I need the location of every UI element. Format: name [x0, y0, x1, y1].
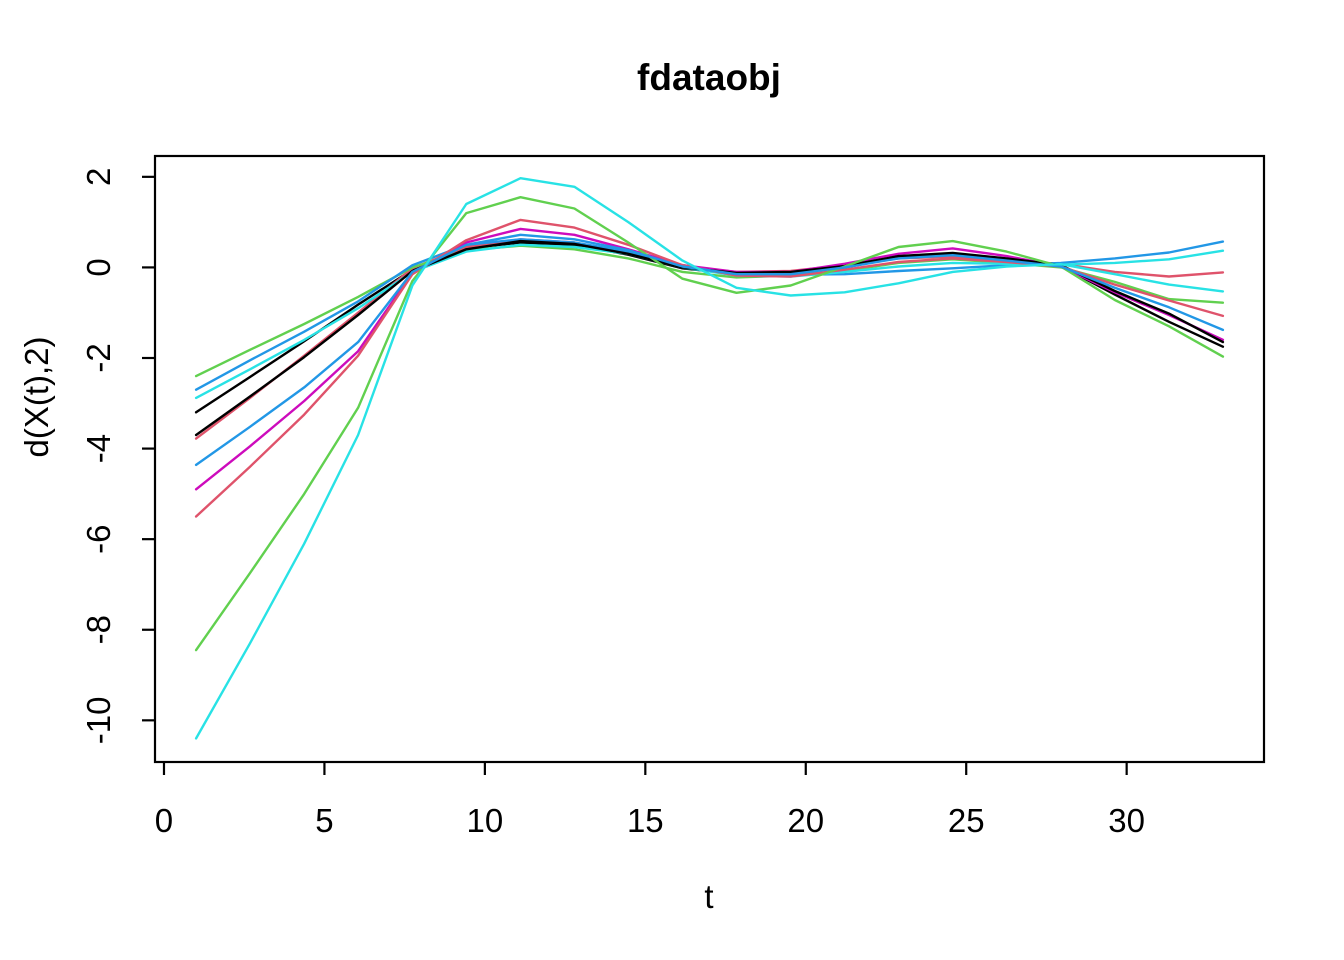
series-line-curve-4 — [194, 238, 1225, 391]
x-axis-ticks: 0 5 10 15 20 25 30 — [155, 762, 1145, 839]
chart-title: fdataobj — [637, 57, 781, 98]
x-tick-label: 0 — [155, 802, 173, 839]
series-line-curve-10 — [194, 233, 1225, 467]
series-line-curve-11 — [194, 176, 1225, 740]
x-tick-label: 5 — [315, 802, 333, 839]
y-tick-label: 0 — [80, 258, 117, 276]
y-tick-label: -4 — [80, 434, 117, 463]
plot-border — [153, 154, 1266, 764]
x-tick-label: 10 — [467, 802, 504, 839]
y-axis-label: d(X(t),2) — [18, 336, 55, 457]
x-tick-label: 30 — [1108, 802, 1145, 839]
y-tick-label: -10 — [80, 696, 117, 744]
y-tick-label: 2 — [80, 168, 117, 186]
y-tick-label: -2 — [80, 343, 117, 372]
x-tick-label: 15 — [627, 802, 664, 839]
y-axis-ticks: 2 0 -2 -4 -6 -8 -10 — [80, 168, 155, 744]
series-lines — [194, 176, 1225, 740]
y-tick-label: -6 — [80, 524, 117, 553]
x-tick-label: 20 — [787, 802, 824, 839]
y-tick-label: -8 — [80, 615, 117, 644]
x-tick-label: 25 — [948, 802, 985, 839]
x-axis-label: t — [704, 878, 713, 915]
